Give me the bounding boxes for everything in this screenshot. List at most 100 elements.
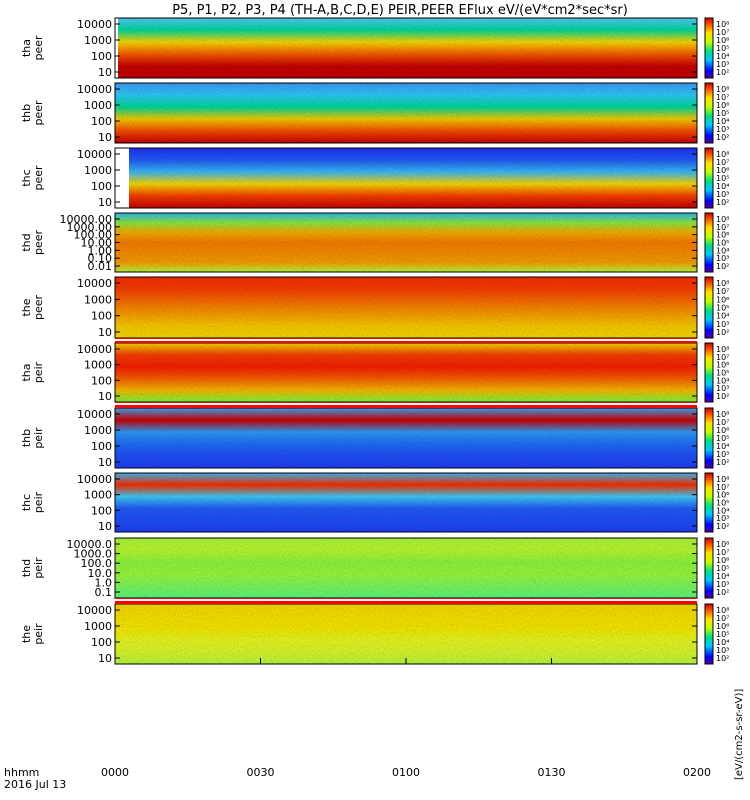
- data-gap: [115, 148, 129, 208]
- y-tick-label: 10000: [77, 343, 112, 356]
- y-tick-label: 1000: [84, 99, 112, 112]
- colorbar-tick-label: 10⁷: [716, 614, 729, 623]
- y-tick-label: 1000.0: [74, 548, 113, 561]
- y-tick-label: 10: [98, 652, 112, 665]
- separator-gap: [115, 403, 697, 405]
- colorbar-tick-label: 10⁸: [716, 606, 729, 615]
- panel-frame: [114, 82, 698, 144]
- y-tick-label: 1000: [84, 164, 112, 177]
- colorbar-tick-label: 10⁸: [716, 540, 729, 549]
- y-tick-label: 100: [91, 374, 112, 387]
- y-tick-label: 100: [91, 440, 112, 453]
- y-tick-label: 10000: [77, 277, 112, 290]
- panel-6: 10000 1000 100 10 tha peir 10²10³10⁴10⁵10⁶10⁷1…: [20, 342, 729, 403]
- panel-label: peir: [32, 427, 45, 449]
- colorbar-tick-label: 10⁷: [716, 287, 729, 296]
- colorbar-tick-label: 10⁵: [716, 239, 729, 248]
- colorbar-tick-label: 10⁶: [716, 166, 729, 175]
- spectrogram-texture: [115, 408, 697, 468]
- y-tick-label: 0.10: [88, 252, 113, 265]
- panel-label: peer: [32, 100, 45, 126]
- colorbar-tick-label: 10⁸: [716, 279, 729, 288]
- data-gap: [115, 18, 118, 78]
- colorbar-tick-label: 10⁵: [716, 564, 729, 573]
- colorbar: [704, 212, 714, 273]
- colorbar-tick-label: 10⁶: [716, 556, 729, 565]
- panel-label: thd: [20, 559, 33, 577]
- y-tick-label: 100: [91, 636, 112, 649]
- colorbar-tick-label: 10⁸: [716, 475, 729, 484]
- panel-3: 10000 1000 100 10 thc peer 10²10³10⁴10⁵10⁶10⁷1…: [20, 147, 729, 209]
- spectrogram-texture: [115, 473, 697, 532]
- panel-label: thd: [20, 233, 33, 251]
- panel-label: peer: [32, 35, 45, 61]
- colorbar-tick-label: 10⁸: [716, 20, 729, 29]
- colorbar-tick-label: 10⁴: [716, 246, 729, 255]
- y-tick-label: 0.1: [95, 586, 113, 599]
- y-tick-label: 1000: [84, 293, 112, 306]
- y-tick-label: 100: [91, 115, 112, 128]
- colorbar-tick-label: 10⁷: [716, 353, 729, 362]
- y-tick-label: 10000: [77, 83, 112, 96]
- colorbar-tick-label: 10²: [716, 328, 729, 337]
- y-tick-label: 10000: [77, 18, 112, 31]
- spectrogram-texture: [115, 18, 697, 78]
- separator-gap: [115, 599, 697, 601]
- colorbar-tick-label: 10³: [716, 646, 729, 655]
- colorbar-tick-label: 10⁸: [716, 345, 729, 354]
- panel-label: thc: [20, 169, 33, 186]
- date-label: 2016 Jul 13: [4, 778, 66, 791]
- spectrogram-texture: [115, 83, 697, 143]
- colorbar-tick-label: 10⁶: [716, 491, 729, 500]
- y-tick-label: 10000.00: [60, 213, 113, 226]
- y-tick-label: 1000: [84, 424, 112, 437]
- spectrogram-texture: [115, 604, 697, 664]
- y-tick-label: 10000: [77, 408, 112, 421]
- colorbar-tick-label: 10⁷: [716, 93, 729, 102]
- colorbar-tick-label: 10⁸: [716, 85, 729, 94]
- y-tick-label: 1000: [84, 34, 112, 47]
- panel-7: 10000 1000 100 10 thb peir 10²10³10⁴10⁵10⁶10⁷1…: [20, 407, 729, 469]
- y-tick-label: 1.00: [88, 244, 113, 257]
- colorbar-tick-label: 10⁶: [716, 231, 729, 240]
- panel-label: tha: [20, 39, 33, 57]
- y-tick-label: 10000: [77, 473, 112, 486]
- panel-label: peer: [32, 295, 45, 321]
- spectrogram-texture: [115, 538, 697, 598]
- x-tick-label: 0130: [538, 766, 566, 779]
- colorbar-tick-label: 10⁷: [716, 418, 729, 427]
- panel-frame: [114, 17, 698, 79]
- colorbar-tick-label: 10⁴: [716, 52, 729, 61]
- colorbar-tick-label: 10⁷: [716, 158, 729, 167]
- colorbar-tick-label: 10⁴: [716, 117, 729, 126]
- x-axis-label: hhmm: [4, 766, 39, 779]
- colorbar-tick-label: 10⁵: [716, 109, 729, 118]
- colorbar-tick-label: 10⁴: [716, 572, 729, 581]
- y-tick-label: 10000.0: [67, 538, 113, 551]
- panel-8: 10000 1000 100 10 thc peir 10²10³10⁴10⁵10⁶10⁷1…: [20, 472, 729, 533]
- y-tick-label: 0.01: [88, 260, 113, 273]
- colorbar: [704, 603, 714, 665]
- colorbar-tick-label: 10²: [716, 588, 729, 597]
- colorbar-tick-label: 10²: [716, 392, 729, 401]
- colorbar-tick-label: 10²: [716, 262, 729, 271]
- colorbar-tick-label: 10⁷: [716, 28, 729, 37]
- panel-5: 10000 1000 100 10 the peer 10²10³10⁴10⁵10⁶10⁷1…: [20, 276, 729, 339]
- y-tick-label: 1000: [84, 489, 112, 502]
- colorbar-tick-label: 10⁵: [716, 499, 729, 508]
- figure-title: P5, P1, P2, P3, P4 (TH-A,B,C,D,E) PEIR,P…: [172, 3, 628, 18]
- colorbar: [704, 472, 714, 533]
- y-tick-label: 10: [98, 131, 112, 144]
- panel-label: peir: [32, 361, 45, 383]
- colorbar-tick-label: 10²: [716, 198, 729, 207]
- colorbar-tick-label: 10⁸: [716, 215, 729, 224]
- colorbar-tick-label: 10⁸: [716, 150, 729, 159]
- colorbar-tick-label: 10³: [716, 580, 729, 589]
- colorbar-tick-label: 10³: [716, 450, 729, 459]
- colorbar-tick-label: 10⁵: [716, 369, 729, 378]
- panel-label: the: [20, 298, 33, 316]
- panel-label: the: [20, 625, 33, 643]
- colorbar-tick-label: 10⁵: [716, 434, 729, 443]
- panel-label: tha: [20, 363, 33, 381]
